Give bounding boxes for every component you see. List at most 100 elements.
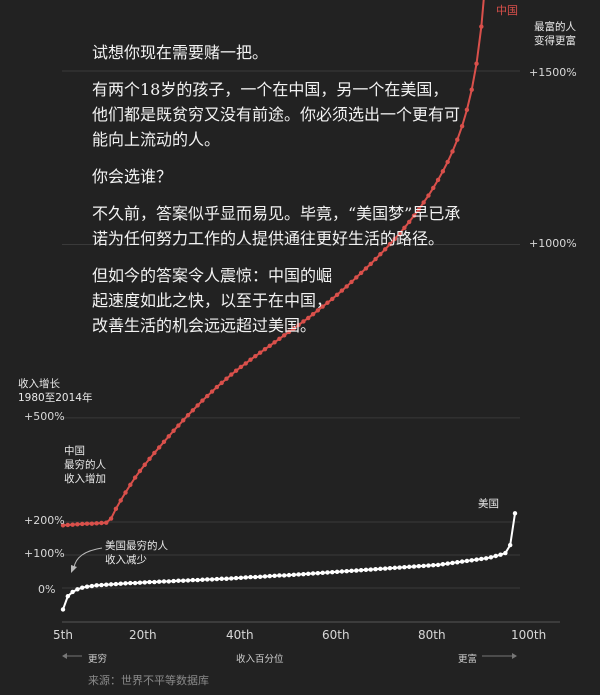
- y-tick-label: +1500%: [529, 66, 577, 79]
- china-point-9: [80, 521, 85, 527]
- china-point-5: [60, 523, 66, 528]
- china-point-78: [411, 213, 417, 218]
- china-point-39: [224, 376, 229, 381]
- story-paragraph-5: 但如今的答案令人震惊：中国的崛起速度如此之快，以至于在中国，改善生活的机会远远超…: [92, 266, 333, 335]
- china-point-50: [277, 336, 282, 342]
- us-point-79: [416, 564, 422, 569]
- china-point-75: [397, 231, 402, 236]
- y-tick-label: +500%: [24, 410, 65, 423]
- us-point-17: [118, 581, 123, 586]
- china-point-38: [219, 380, 224, 386]
- us-point-12: [94, 583, 99, 588]
- us-point-69: [368, 567, 373, 572]
- us-point-35: [205, 577, 210, 582]
- us-point-73: [387, 566, 393, 571]
- china-point-28: [171, 428, 176, 433]
- china-point-46: [257, 350, 263, 355]
- us-point-93: [483, 556, 489, 561]
- us-point-29: [176, 578, 181, 583]
- us-point-95: [493, 553, 498, 559]
- left-arrow-head: [62, 653, 67, 659]
- y-tick-label: +1000%: [529, 237, 577, 250]
- source-note: 来源：世界不平等数据库: [88, 674, 209, 687]
- x-axis-left-label: 更穷: [88, 654, 108, 665]
- us-point-18: [123, 581, 128, 586]
- us-point-67: [358, 567, 364, 573]
- china-point-32: [190, 408, 196, 413]
- story-paragraph-3: 你会选谁？: [92, 167, 173, 186]
- us-point-6: [65, 594, 71, 599]
- china-point-6: [65, 522, 71, 528]
- china-point-48: [267, 343, 272, 348]
- china-point-85: [445, 159, 450, 165]
- china-point-67: [358, 270, 364, 276]
- china-point-55: [301, 319, 306, 324]
- china-point-58: [315, 308, 321, 313]
- us-point-27: [166, 579, 171, 584]
- china-point-92: [479, 24, 484, 29]
- china-point-88: [459, 123, 465, 129]
- us-point-50: [277, 573, 282, 578]
- us-point-84: [440, 562, 446, 567]
- us-point-86: [450, 560, 455, 566]
- us-point-40: [229, 576, 234, 581]
- annotation-curve: [73, 547, 103, 569]
- china-point-59: [320, 304, 325, 309]
- us-point-82: [431, 563, 436, 568]
- us-point-25: [156, 579, 162, 584]
- china-point-72: [382, 247, 388, 252]
- us-point-51: [281, 573, 287, 578]
- us-point-76: [402, 565, 407, 570]
- us-point-72: [382, 566, 388, 571]
- us-point-91: [474, 557, 479, 562]
- us-point-74: [392, 565, 397, 571]
- us-point-43: [243, 575, 248, 580]
- china-point-69: [368, 261, 373, 267]
- x-tick-label: 20th: [129, 628, 157, 642]
- us-point-13: [99, 582, 104, 588]
- china-point-24: [152, 450, 157, 456]
- china-poorest-note: 中国 最穷的人 收入增加: [64, 445, 106, 485]
- china-point-21: [137, 468, 143, 474]
- us-point-54: [296, 572, 301, 577]
- china-point-54: [296, 322, 301, 328]
- us-point-97: [503, 550, 508, 556]
- china-point-74: [392, 236, 397, 242]
- us-point-56: [306, 571, 311, 577]
- china-point-22: [142, 462, 147, 467]
- us-point-99: [512, 511, 518, 516]
- us-point-34: [200, 577, 205, 582]
- us-point-89: [464, 558, 470, 564]
- china-point-44: [248, 357, 253, 362]
- x-tick-label: 5th: [53, 628, 73, 642]
- china-point-10: [84, 521, 90, 526]
- china-point-63: [339, 288, 345, 293]
- us-point-60: [325, 570, 330, 575]
- us-point-49: [272, 573, 277, 578]
- us-point-11: [89, 583, 95, 589]
- us-point-88: [459, 559, 465, 564]
- china-point-29: [176, 423, 181, 428]
- china-point-36: [209, 389, 215, 394]
- us-point-47: [262, 574, 268, 579]
- china-point-70: [373, 256, 378, 262]
- us-point-5: [60, 607, 66, 612]
- china-point-35: [205, 393, 210, 399]
- y-axis-title: 收入增长 1980至2014年: [18, 378, 93, 404]
- us-point-16: [113, 581, 119, 587]
- us-point-55: [301, 571, 306, 577]
- us-point-30: [181, 578, 186, 583]
- us-point-71: [378, 566, 383, 572]
- us-point-62: [334, 569, 340, 575]
- us-series-label: 美国: [478, 498, 499, 510]
- china-point-65: [349, 279, 354, 285]
- china-point-77: [407, 219, 412, 225]
- china-point-41: [233, 368, 239, 373]
- us-point-81: [426, 563, 431, 568]
- china-point-40: [229, 372, 234, 377]
- china-point-16: [113, 506, 119, 512]
- us-point-77: [407, 564, 412, 570]
- us-point-19: [128, 580, 133, 586]
- china-point-82: [431, 185, 436, 191]
- china-point-27: [166, 434, 171, 439]
